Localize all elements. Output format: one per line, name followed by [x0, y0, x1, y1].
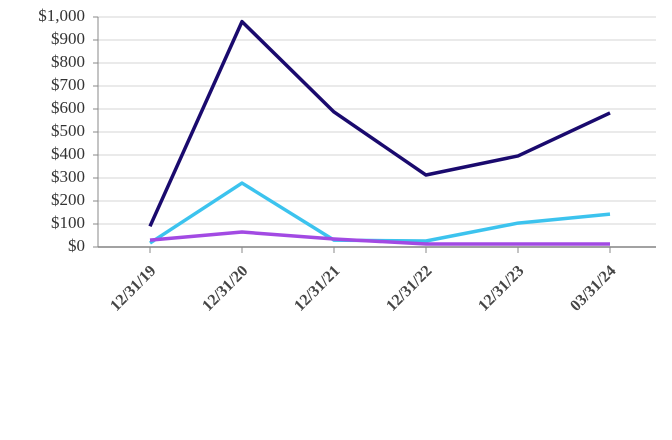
series-line — [149, 230, 610, 246]
y-tick-label: $600 — [51, 98, 85, 117]
y-tick-label: $800 — [51, 52, 85, 71]
y-tick-label: $500 — [51, 121, 85, 140]
y-tick-label: $1,000 — [38, 6, 85, 25]
y-tick-label: $100 — [51, 213, 85, 232]
y-tick-label: $0 — [68, 236, 85, 255]
y-tick-label: $700 — [51, 75, 85, 94]
x-tick-label: 12/31/22 — [383, 262, 435, 314]
x-tick-label: 12/31/20 — [199, 262, 251, 314]
x-tick-label: 03/31/24 — [567, 262, 619, 314]
x-tick-label: 12/31/19 — [107, 262, 159, 314]
y-tick-label: $300 — [51, 167, 85, 186]
y-tick-label: $900 — [51, 29, 85, 48]
y-tick-label: $400 — [51, 144, 85, 163]
y-tick-label: $200 — [51, 190, 85, 209]
x-tick-label: 12/31/23 — [475, 262, 527, 314]
series-line — [148, 19, 611, 228]
x-tick-label: 12/31/21 — [291, 262, 343, 314]
